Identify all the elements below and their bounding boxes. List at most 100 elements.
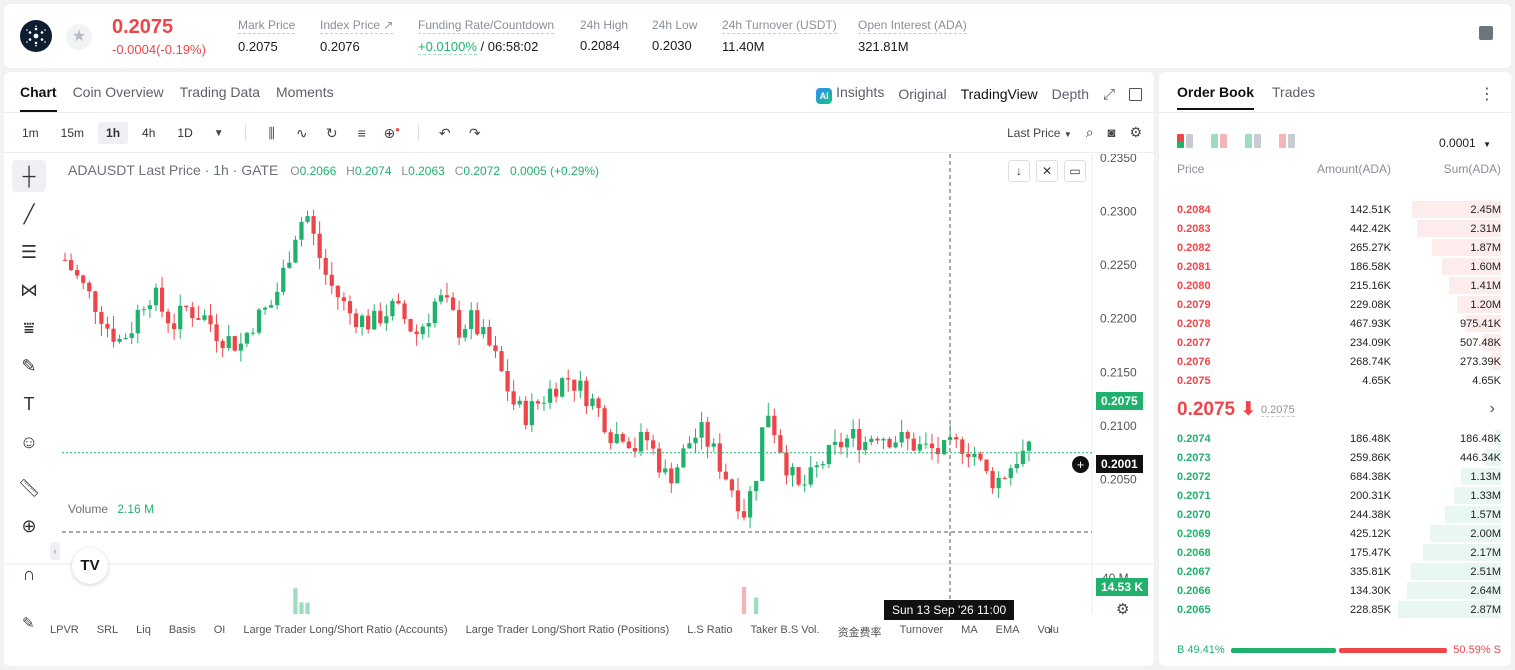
indicator-toggle[interactable]: Turnover — [899, 624, 944, 636]
indicator-toggle[interactable]: 资金费率 — [837, 627, 882, 639]
tab-trading-data[interactable]: Trading Data — [179, 84, 261, 100]
ask-row[interactable]: 0.2075 4.65K 4.65K — [1177, 371, 1501, 390]
ask-row[interactable]: 0.2080 215.16K 1.41M — [1177, 276, 1501, 295]
magnet-tool-icon[interactable]: ∩ — [22, 564, 36, 584]
tab-chart[interactable]: Chart — [20, 84, 57, 112]
ask-row[interactable]: 0.2082 265.27K 1.87M — [1177, 238, 1501, 257]
ask-row[interactable]: 0.2076 268.74K 273.39K — [1177, 352, 1501, 371]
camera-icon[interactable]: ◙ — [1107, 125, 1116, 140]
tradingview-logo-icon[interactable]: TV — [72, 548, 108, 584]
favorite-star-icon[interactable]: ★ — [66, 24, 92, 50]
candle-body — [426, 323, 431, 327]
search-icon[interactable]: ⌕ — [1085, 124, 1094, 140]
text-tool-icon[interactable]: T — [23, 394, 35, 414]
indicator-toggle[interactable]: OI — [213, 624, 226, 636]
view-original[interactable]: Original — [898, 86, 947, 102]
fullscreen-icon[interactable]: ▭ — [1064, 160, 1086, 182]
interval-15m[interactable]: 15m — [60, 126, 85, 140]
ask-row[interactable]: 0.2078 467.93K 975.41K — [1177, 314, 1501, 333]
bid-row[interactable]: 0.2067 335.81K 2.51M — [1177, 562, 1501, 581]
undo-icon[interactable]: ↶ — [438, 124, 451, 141]
stat-24h-turnover[interactable]: 24h Turnover (USDT) 11.40M — [722, 18, 837, 54]
last-price-selector[interactable]: Last Price ▼ — [1007, 126, 1072, 140]
indicator-toggle[interactable]: Volu — [1037, 624, 1059, 636]
indicator-toggle[interactable]: LPVR — [50, 624, 79, 636]
interval-dropdown-icon[interactable]: ▼ — [213, 127, 224, 139]
precision-selector[interactable]: 0.0001 ▼ — [1439, 136, 1491, 150]
more-options-icon[interactable]: ⋮ — [1479, 86, 1495, 103]
fib-tool-icon[interactable]: ⩸ — [23, 318, 35, 338]
ask-row[interactable]: 0.2077 234.09K 507.48K — [1177, 333, 1501, 352]
interval-1h[interactable]: 1h — [98, 122, 129, 144]
stat-funding-rate[interactable]: Funding Rate/Countdown +0.0100% / 06:58:… — [418, 18, 555, 55]
window-icon[interactable] — [1129, 87, 1142, 101]
tab-order-book[interactable]: Order Book — [1177, 84, 1255, 110]
add-indicator-icon[interactable]: ⊕● — [383, 124, 401, 141]
indicator-toggle[interactable]: L.S Ratio — [687, 624, 733, 636]
mode-both-icon[interactable] — [1177, 134, 1193, 148]
view-depth[interactable]: Depth — [1051, 86, 1089, 102]
mode-bids-icon[interactable] — [1245, 134, 1261, 148]
indicators-icon[interactable]: ∿ — [295, 124, 308, 141]
mode-asks-icon[interactable] — [1279, 134, 1295, 148]
interval-1d[interactable]: 1D — [177, 126, 193, 140]
bid-row[interactable]: 0.2072 684.38K 1.13M — [1177, 467, 1501, 486]
bid-row[interactable]: 0.2074 186.48K 186.48K — [1177, 429, 1501, 448]
bid-row[interactable]: 0.2066 134.30K 2.64M — [1177, 581, 1501, 600]
pattern-tool-icon[interactable]: ⋈ — [20, 280, 38, 300]
bid-row[interactable]: 0.2070 244.38K 1.57M — [1177, 505, 1501, 524]
expand-icon[interactable]: ⤢ — [1102, 85, 1115, 103]
horizontal-lines-tool-icon[interactable]: ☰ — [20, 242, 38, 262]
ask-row[interactable]: 0.2083 442.42K 2.31M — [1177, 219, 1501, 238]
collapse-sidebar-icon[interactable]: ‹ — [50, 542, 60, 560]
indicator-toggle[interactable]: EMA — [995, 624, 1020, 636]
guide-book-icon[interactable] — [1479, 26, 1493, 40]
candle-type-icon[interactable]: ⫼ — [268, 124, 275, 141]
templates-icon[interactable]: ≡ — [357, 125, 366, 141]
emoji-tool-icon[interactable]: ☺ — [19, 432, 39, 452]
indicator-toggle[interactable]: Liq — [136, 624, 151, 636]
tab-coin-overview[interactable]: Coin Overview — [72, 84, 164, 100]
indicator-bar-next-icon[interactable]: › — [1048, 622, 1053, 637]
interval-4h[interactable]: 4h — [142, 126, 156, 140]
ask-row[interactable]: 0.2081 186.58K 1.60M — [1177, 257, 1501, 276]
scroll-down-icon[interactable]: ↓ — [1008, 160, 1030, 182]
bid-row[interactable]: 0.2069 425.12K 2.00M — [1177, 524, 1501, 543]
stat-mark-price[interactable]: Mark Price 0.2075 — [238, 18, 296, 54]
drawing-pencil-icon[interactable]: ✎ — [22, 615, 35, 632]
indicator-toggle[interactable]: SRL — [96, 624, 119, 636]
redo-icon[interactable]: ↷ — [468, 124, 481, 141]
crosshair-tool-icon[interactable]: ┼ — [12, 160, 46, 192]
bid-row[interactable]: 0.2068 175.47K 2.17M — [1177, 543, 1501, 562]
bid-row[interactable]: 0.2065 228.85K 2.87M — [1177, 600, 1501, 619]
price-chart[interactable]: 0.2350 0.2300 0.2250 0.2200 0.2150 0.2100 0.20… — [4, 154, 1154, 614]
chevron-right-icon[interactable]: › — [1489, 400, 1495, 417]
axis-settings-icon[interactable]: ⚙ — [1116, 601, 1130, 618]
collapse-icon[interactable]: ✕ — [1036, 160, 1058, 182]
ask-row[interactable]: 0.2079 229.08K 1.20M — [1177, 295, 1501, 314]
insights-button[interactable]: AI Insights — [816, 84, 884, 104]
ruler-tool-icon[interactable]: 📏︎ — [17, 478, 41, 498]
view-tradingview[interactable]: TradingView — [960, 86, 1038, 102]
gear-icon[interactable]: ⚙ — [1129, 124, 1142, 140]
add-alert-icon[interactable]: + — [1072, 456, 1089, 473]
zoom-tool-icon[interactable]: ⊕ — [21, 516, 37, 536]
brush-tool-icon[interactable]: ✎ — [21, 356, 37, 376]
trendline-tool-icon[interactable]: ╱ — [23, 204, 35, 224]
mode-mixed-icon[interactable] — [1211, 134, 1227, 148]
ask-row[interactable]: 0.2084 142.51K 2.45M — [1177, 200, 1501, 219]
bid-row[interactable]: 0.2073 259.86K 446.34K — [1177, 448, 1501, 467]
stat-index-price[interactable]: Index Price ↗ 0.2076 — [320, 18, 394, 54]
interval-1m[interactable]: 1m — [22, 126, 39, 140]
indicator-toggle[interactable]: Large Trader Long/Short Ratio (Accounts) — [243, 624, 448, 636]
tab-moments[interactable]: Moments — [276, 84, 334, 100]
insights-label: Insights — [836, 84, 885, 100]
refresh-icon[interactable]: ↻ — [325, 124, 338, 141]
indicator-toggle[interactable]: Basis — [168, 624, 196, 636]
stat-open-interest[interactable]: Open Interest (ADA) 321.81M — [858, 18, 967, 54]
tab-trades[interactable]: Trades — [1272, 84, 1316, 100]
indicator-toggle[interactable]: Large Trader Long/Short Ratio (Positions… — [465, 624, 670, 636]
indicator-toggle[interactable]: MA — [961, 624, 978, 636]
bid-row[interactable]: 0.2071 200.31K 1.33M — [1177, 486, 1501, 505]
indicator-toggle[interactable]: Taker B.S Vol. — [750, 624, 820, 636]
